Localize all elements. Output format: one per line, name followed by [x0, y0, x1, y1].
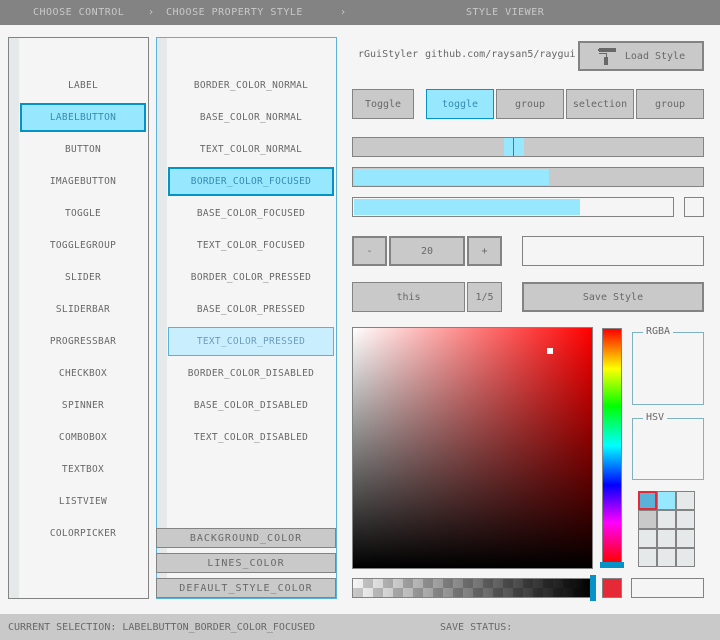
toggle-group-item-1[interactable]: toggle	[426, 89, 494, 119]
control-item-label[interactable]: LABEL	[67, 80, 99, 91]
palette-cell[interactable]	[676, 491, 695, 510]
load-style-label: Load Style	[624, 50, 686, 62]
sliderbar[interactable]	[352, 167, 704, 187]
step-choose-control: CHOOSE CONTROL	[33, 7, 125, 18]
toggle-group-item-2[interactable]: group	[496, 89, 564, 119]
current-selection-text: CURRENT SELECTION: LABELBUTTON_BORDER_CO…	[8, 622, 316, 633]
palette-cell[interactable]	[657, 529, 676, 548]
control-item-sliderbar[interactable]: SLIDERBAR	[55, 304, 111, 315]
property-item-base-color-focused[interactable]: BASE_COLOR_FOCUSED	[196, 208, 306, 219]
palette-cell[interactable]	[638, 529, 657, 548]
property-item-text-color-focused[interactable]: TEXT_COLOR_FOCUSED	[196, 240, 306, 251]
background-color-button[interactable]: BACKGROUND_COLOR	[156, 528, 336, 548]
combobox-count-button[interactable]: 1/5	[467, 282, 502, 312]
color-picker-panel[interactable]	[352, 327, 593, 569]
toggle-group-item-4[interactable]: group	[636, 89, 704, 119]
selected-color-swatch	[602, 578, 622, 598]
control-item-textbox[interactable]: TEXTBOX	[61, 464, 105, 475]
rgba-group: RGBA	[632, 326, 704, 405]
textbox[interactable]	[522, 236, 704, 266]
toggle-group-item-3[interactable]: selection	[566, 89, 634, 119]
load-style-button[interactable]: Load Style	[578, 41, 704, 71]
control-item-imagebutton[interactable]: IMAGEBUTTON	[49, 176, 117, 187]
control-item-combobox[interactable]: COMBOBOX	[58, 432, 108, 443]
control-item-spinner[interactable]: SPINNER	[61, 400, 105, 411]
palette-cell[interactable]	[638, 548, 657, 567]
property-item-border-color-pressed[interactable]: BORDER_COLOR_PRESSED	[190, 272, 312, 283]
top-bar: CHOOSE CONTROL › CHOOSE PROPERTY STYLE ›…	[0, 0, 720, 25]
property-item-border-color-focused[interactable]: BORDER_COLOR_FOCUSED	[168, 167, 334, 196]
property-item-text-color-pressed[interactable]: TEXT_COLOR_PRESSED	[168, 327, 334, 356]
control-item-progressbar[interactable]: PROGRESSBAR	[49, 336, 117, 347]
paint-roller-icon	[597, 48, 616, 65]
scrollbar[interactable]	[9, 38, 19, 598]
checkbox[interactable]	[684, 197, 704, 217]
property-item-text-color-disabled[interactable]: TEXT_COLOR_DISABLED	[193, 432, 309, 443]
slider-handle[interactable]	[504, 138, 524, 156]
alpha-bar[interactable]	[352, 578, 593, 598]
rgba-label: RGBA	[643, 326, 674, 337]
color-picker-cursor[interactable]	[547, 348, 553, 354]
palette-cell[interactable]	[638, 510, 657, 529]
status-bar: CURRENT SELECTION: LABELBUTTON_BORDER_CO…	[0, 614, 720, 640]
property-item-border-color-disabled[interactable]: BORDER_COLOR_DISABLED	[187, 368, 315, 379]
slider[interactable]	[352, 137, 704, 157]
hue-bar[interactable]	[602, 328, 622, 563]
control-item-button[interactable]: BUTTON	[64, 144, 102, 155]
control-item-togglegroup[interactable]: TOGGLEGROUP	[49, 240, 117, 251]
spinner-decrement-button[interactable]: -	[352, 236, 387, 266]
palette-cell[interactable]	[676, 548, 695, 567]
color-hex-input[interactable]	[631, 578, 704, 598]
palette-cell[interactable]	[657, 548, 676, 567]
save-style-button[interactable]: Save Style	[522, 282, 704, 312]
property-item-text-color-normal[interactable]: TEXT_COLOR_NORMAL	[199, 144, 303, 155]
scrollbar[interactable]	[157, 38, 167, 598]
app-name-label: rGuiStyler	[358, 49, 419, 60]
spinner-increment-button[interactable]: +	[467, 236, 502, 266]
palette-cell[interactable]	[676, 529, 695, 548]
control-item-toggle[interactable]: TOGGLE	[64, 208, 102, 219]
palette-cell[interactable]	[657, 510, 676, 529]
toggle-button[interactable]: Toggle	[352, 89, 414, 119]
property-item-base-color-normal[interactable]: BASE_COLOR_NORMAL	[199, 112, 303, 123]
hsv-group: HSV	[632, 412, 704, 480]
palette-cell[interactable]	[638, 491, 657, 510]
control-item-listview[interactable]: LISTVIEW	[58, 496, 108, 507]
alpha-handle[interactable]	[590, 575, 596, 601]
properties-list[interactable]: BORDER_COLOR_NORMAL BASE_COLOR_NORMAL TEXT…	[156, 37, 337, 599]
control-item-labelbutton[interactable]: LABELBUTTON	[20, 103, 146, 132]
progressbar	[352, 197, 674, 217]
step-style-viewer: STYLE VIEWER	[466, 7, 545, 18]
lines-color-button[interactable]: LINES_COLOR	[156, 553, 336, 573]
hue-handle[interactable]	[600, 562, 624, 568]
hsv-label: HSV	[643, 412, 668, 423]
control-item-checkbox[interactable]: CHECKBOX	[58, 368, 108, 379]
save-status-text: SAVE STATUS:	[440, 622, 513, 633]
spinner-value[interactable]: 20	[389, 236, 465, 266]
separator: ›	[340, 7, 347, 18]
separator: ›	[148, 7, 155, 18]
property-item-base-color-pressed[interactable]: BASE_COLOR_PRESSED	[196, 304, 306, 315]
url-label: github.com/raysan5/raygui	[425, 49, 576, 60]
property-item-border-color-normal[interactable]: BORDER_COLOR_NORMAL	[193, 80, 309, 91]
property-item-base-color-disabled[interactable]: BASE_COLOR_DISABLED	[193, 400, 309, 411]
control-item-colorpicker[interactable]: COLORPICKER	[49, 528, 117, 539]
control-item-slider[interactable]: SLIDER	[64, 272, 102, 283]
combobox[interactable]: this	[352, 282, 465, 312]
sliderbar-fill	[354, 169, 549, 185]
controls-list[interactable]: LABEL LABELBUTTON BUTTON IMAGEBUTTON TOGGLE T…	[8, 37, 149, 599]
progressbar-fill	[354, 199, 580, 215]
palette-cell[interactable]	[676, 510, 695, 529]
default-style-color-button[interactable]: DEFAULT_STYLE_COLOR	[156, 578, 336, 598]
palette-cell[interactable]	[657, 491, 676, 510]
step-choose-property: CHOOSE PROPERTY STYLE	[166, 7, 303, 18]
